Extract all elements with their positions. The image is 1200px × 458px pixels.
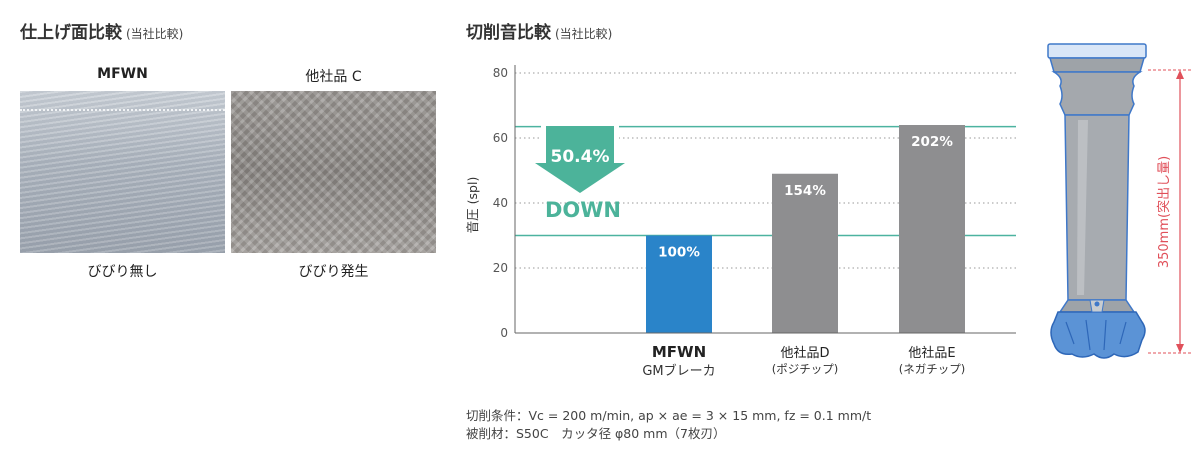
photo-caption-competitor-c: びびり発生 <box>298 264 369 280</box>
chart-bars: 100% 154% 202% <box>646 125 965 333</box>
bar-3 <box>899 125 965 333</box>
photo-label-mfwn: MFWN <box>97 66 148 82</box>
surface-section-title: 仕上げ面比較 (当社比較) <box>20 18 183 43</box>
surface-title-note: (当社比較) <box>126 27 184 41</box>
bar-value-label: 100% <box>658 245 700 261</box>
down-arrow-icon <box>535 126 625 193</box>
surface-photo-competitor-c <box>231 91 436 253</box>
x-category-label: MFWN <box>652 343 706 361</box>
noise-chart: 100% 154% 202% 0 20 40 60 80 MFWN GMブレーカ 他社品D(ポジチ… <box>465 65 1016 379</box>
bar-2 <box>772 173 838 333</box>
chart-axis: 0 20 40 60 80 MFWN GMブレーカ 他社品D(ポジチップ) 他社品E(ネガチップ… <box>493 65 1016 379</box>
tool-illustration: 350mm(突出し量) <box>1047 43 1192 359</box>
x-category-sublabel: (ネガチップ) <box>899 362 965 376</box>
cutting-conditions: 切削条件：Vc = 200 m/min, ap × ae = 3 × 15 mm… <box>466 408 872 423</box>
chart-annotation: 50.4% DOWN <box>535 119 625 222</box>
dimension-indicator: 350mm(突出し量) <box>1148 69 1192 354</box>
y-tick-label: 20 <box>493 261 508 275</box>
noise-title: 切削音比較 <box>466 23 551 43</box>
x-category-label: 他社品D <box>780 345 829 361</box>
y-tick-label: 80 <box>493 66 508 80</box>
y-tick-label: 0 <box>500 326 508 340</box>
dimension-label: 350mm(突出し量) <box>1156 156 1172 268</box>
annotation-percent: 50.4% <box>551 147 610 167</box>
surface-title: 仕上げ面比較 <box>20 23 122 43</box>
noise-title-note: (当社比較) <box>555 27 613 41</box>
y-tick-label: 60 <box>493 131 508 145</box>
workpiece-conditions: 被削材：S50C カッタ径 φ80 mm（7枚刃） <box>466 426 726 441</box>
photo-caption-mfwn: びびり無し <box>87 264 158 280</box>
noise-section-title: 切削音比較 (当社比較) <box>466 18 612 43</box>
surface-photo-mfwn <box>20 91 225 253</box>
photo-label-competitor-c: 他社品 C <box>305 69 362 85</box>
bar-1 <box>646 235 712 333</box>
tool-holder-icon <box>1047 43 1147 359</box>
y-axis-label: 音圧 (spl) <box>465 177 480 234</box>
x-category-sublabel: GMブレーカ <box>642 363 715 379</box>
y-tick-label: 40 <box>493 196 508 210</box>
bar-value-label: 202% <box>911 134 953 150</box>
x-category-label: 他社品E <box>908 345 955 361</box>
x-category-sublabel: (ポジチップ) <box>772 362 838 376</box>
bar-value-label: 154% <box>784 183 826 199</box>
annotation-word: DOWN <box>545 198 621 222</box>
